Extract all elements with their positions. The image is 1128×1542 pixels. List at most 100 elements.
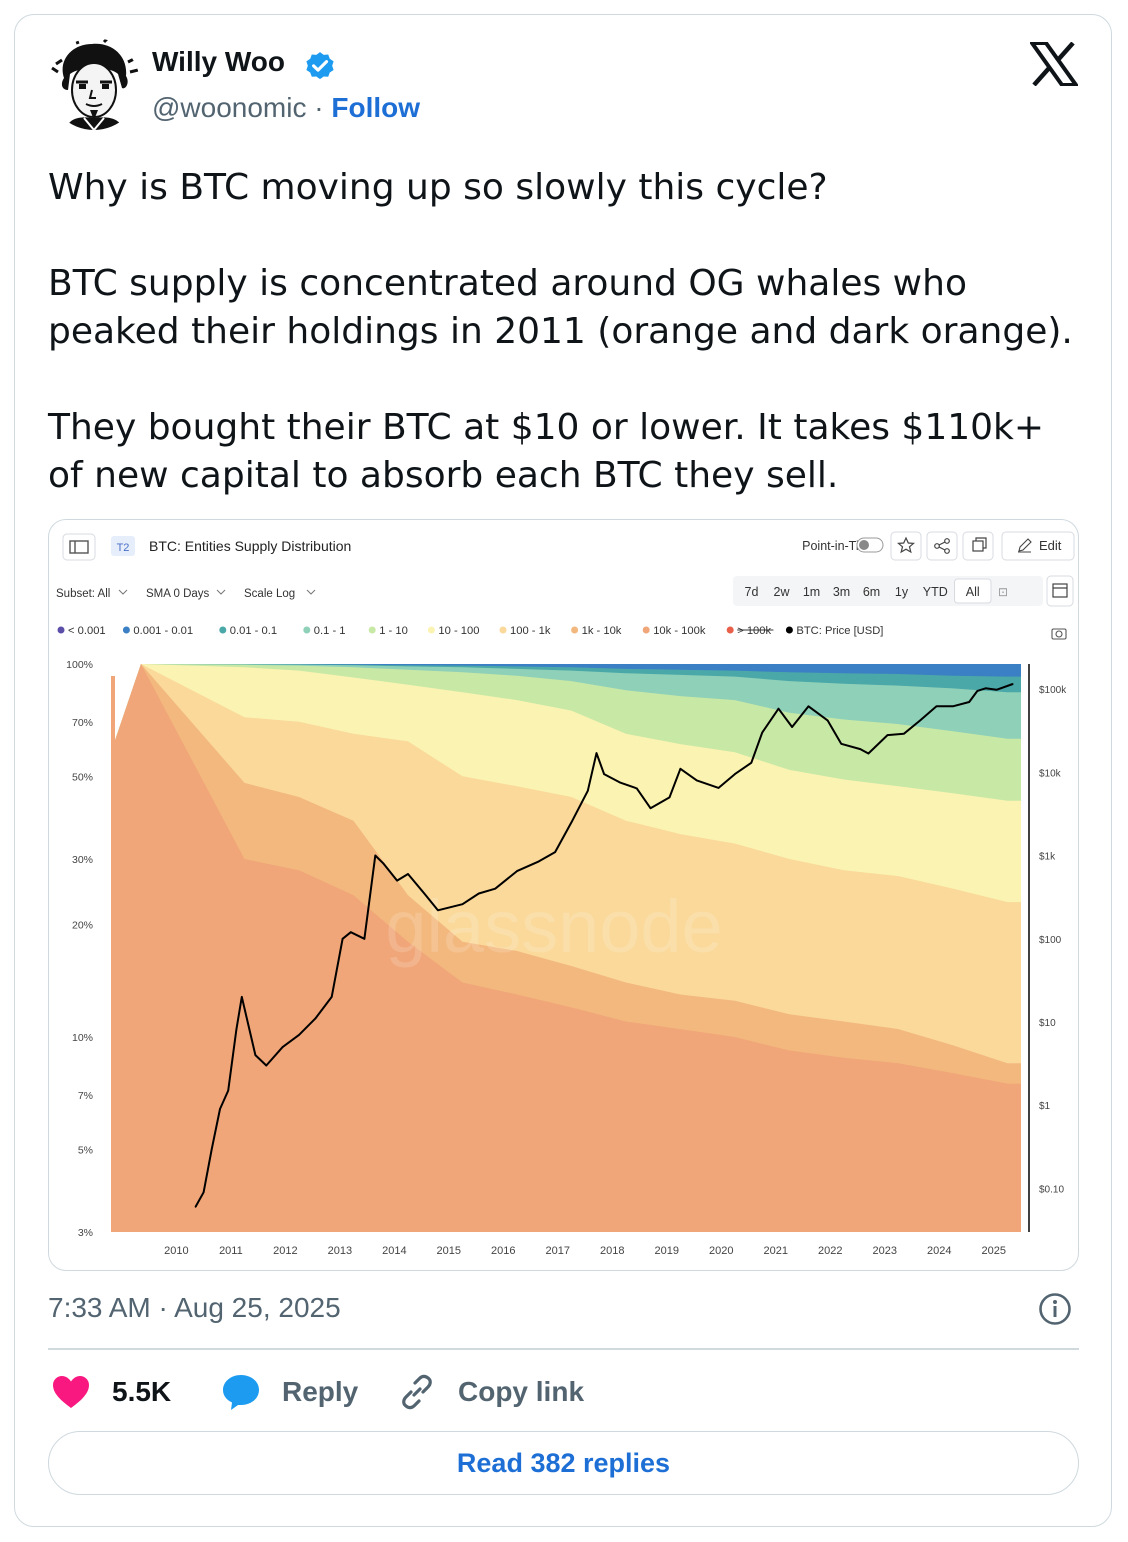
sidebar-toggle-icon[interactable] <box>62 533 96 561</box>
price-point <box>995 689 998 691</box>
range-button-3m[interactable]: 3m <box>833 585 850 599</box>
y-left-tick-label: 100% <box>66 659 93 671</box>
price-point <box>241 996 243 998</box>
x-tick-label: 2017 <box>546 1245 570 1257</box>
star-button[interactable] <box>890 531 922 561</box>
like-button[interactable]: 5.5K <box>52 1370 171 1414</box>
range-button-all[interactable]: All <box>966 585 980 599</box>
legend-label[interactable]: BTC: Price [USD] <box>796 625 883 637</box>
legend-label[interactable]: 0.01 - 0.1 <box>230 625 277 637</box>
copy-link-button[interactable]: Copy link <box>398 1370 584 1414</box>
x-tick-label: 2016 <box>491 1245 515 1257</box>
legend-swatch <box>368 626 376 634</box>
price-point <box>696 779 698 782</box>
price-point <box>619 781 622 784</box>
price-point <box>437 909 439 912</box>
x-logo-icon[interactable] <box>1030 42 1078 86</box>
legend-swatch <box>785 626 793 634</box>
range-button-1y[interactable]: 1y <box>895 585 909 599</box>
range-button-7d[interactable]: 7d <box>745 585 759 599</box>
chevron-down-icon <box>306 589 316 595</box>
x-tick-label: 2018 <box>600 1245 624 1257</box>
subset-dropdown[interactable]: Subset: All <box>56 588 110 600</box>
legend-swatch <box>726 626 734 634</box>
camera-icon[interactable] <box>1051 628 1067 640</box>
scale-dropdown[interactable]: Scale Log <box>244 588 295 600</box>
y-left-tick-label: 5% <box>78 1144 93 1156</box>
price-point <box>363 938 366 940</box>
price-point <box>538 860 540 863</box>
x-tick-label: 2025 <box>982 1245 1006 1257</box>
read-replies-button[interactable]: Read 382 replies <box>48 1431 1079 1495</box>
watermark: glassnode <box>385 885 722 968</box>
price-point <box>461 903 464 905</box>
range-button-2w[interactable]: 2w <box>774 585 791 599</box>
price-point <box>396 879 398 882</box>
timestamp[interactable]: 7:33 AM · Aug 25, 2025 <box>48 1292 341 1323</box>
price-point <box>202 1191 205 1194</box>
x-axis: 2010 2011 2012 2013 2014 2015 2016 2017 2018 2019… <box>164 1245 1006 1257</box>
legend-label[interactable]: > 100k <box>737 625 771 637</box>
author-avatar[interactable] <box>48 38 140 130</box>
legend-swatch <box>571 626 579 634</box>
x-tick-label: 2010 <box>164 1245 188 1257</box>
y-axis-left: 100% 70% 50% 30% 20% 10% 7% 5% 3% <box>66 659 93 1239</box>
price-point <box>341 938 344 940</box>
x-tick-label: 2020 <box>709 1245 733 1257</box>
plot-areas <box>111 664 1021 1232</box>
range-button-1m[interactable]: 1m <box>803 585 820 599</box>
x-tick-label: 2012 <box>273 1245 297 1257</box>
legend-swatch <box>122 626 130 634</box>
calendar-button[interactable] <box>1046 575 1074 607</box>
author-handle[interactable]: @woonomic <box>152 92 307 123</box>
legend-label[interactable]: 0.1 - 1 <box>314 625 346 637</box>
legend-label[interactable]: 10k - 100k <box>653 625 706 637</box>
chart-title: BTC: Entities Supply Distribution <box>149 538 351 554</box>
edit-button[interactable] <box>1001 531 1075 561</box>
y-left-tick-label: 10% <box>72 1032 93 1044</box>
y-left-tick-label: 7% <box>78 1090 93 1102</box>
range-button-6m[interactable]: 6m <box>863 585 880 599</box>
price-point <box>554 851 556 853</box>
duplicate-icon <box>972 537 987 552</box>
sma-dropdown[interactable]: SMA 0 Days <box>146 588 210 600</box>
price-point <box>859 748 862 750</box>
info-icon[interactable] <box>1038 1292 1072 1326</box>
x-tick-label: 2015 <box>437 1245 461 1257</box>
legend-label[interactable]: 10 - 100 <box>438 625 479 637</box>
price-point <box>227 1089 229 1092</box>
tweet-paragraph: BTC supply is concentrated around OG wha… <box>48 263 1073 352</box>
price-point <box>840 743 842 745</box>
reply-bubble-icon <box>223 1375 259 1410</box>
edit-label: Edit <box>1039 538 1062 553</box>
chevron-down-icon <box>118 589 128 595</box>
copy-link-label: Copy link <box>458 1376 585 1407</box>
zoom-icon[interactable]: ⊡ <box>998 585 1008 599</box>
follow-button[interactable]: Follow <box>331 92 421 123</box>
range-button-ytd[interactable]: YTD <box>923 585 948 599</box>
legend-label[interactable]: 0.001 - 0.01 <box>133 625 193 637</box>
price-point <box>298 1034 300 1036</box>
legend-label[interactable]: 1 - 10 <box>379 625 408 637</box>
price-point <box>603 773 605 775</box>
legend-label[interactable]: < 0.001 <box>68 625 106 637</box>
legend-label[interactable]: 100 - 1k <box>510 625 551 637</box>
share-button[interactable] <box>926 531 958 561</box>
chart-image[interactable]: T2 BTC: Entities Supply Distribution Poi… <box>48 519 1079 1271</box>
range-button-selected[interactable] <box>954 578 992 604</box>
price-point <box>976 690 979 692</box>
reply-button[interactable]: Reply <box>222 1370 358 1414</box>
x-tick-label: 2019 <box>655 1245 679 1257</box>
y-right-tick-label: $100k <box>1039 685 1067 696</box>
verified-badge-icon <box>306 52 334 80</box>
price-point <box>516 870 518 872</box>
duplicate-button[interactable] <box>962 531 994 561</box>
x-tick-label: 2023 <box>873 1245 897 1257</box>
price-point <box>478 892 480 895</box>
x-tick-label: 2024 <box>927 1245 951 1257</box>
price-point <box>807 705 810 708</box>
legend-label[interactable]: 1k - 10k <box>582 625 622 637</box>
chevron-down-icon <box>216 589 226 595</box>
author-name[interactable]: Willy Woo <box>152 46 285 77</box>
y-right-tick-label: $10k <box>1039 768 1062 779</box>
